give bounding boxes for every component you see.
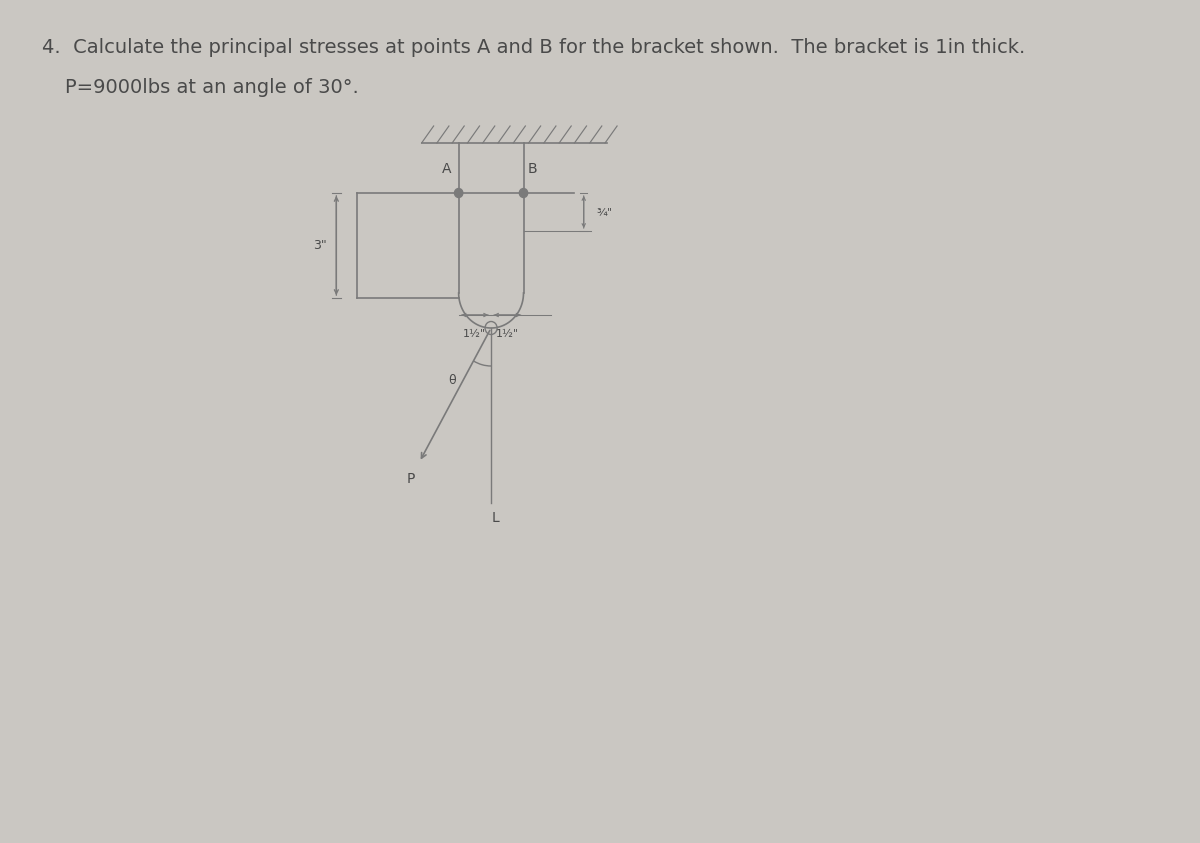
Text: 4.  Calculate the principal stresses at points A and B for the bracket shown.  T: 4. Calculate the principal stresses at p… [42, 38, 1025, 57]
Text: θ: θ [449, 373, 456, 386]
Text: 1½": 1½" [496, 329, 518, 339]
Text: L: L [492, 511, 499, 525]
Text: 1½": 1½" [463, 329, 486, 339]
Text: B: B [528, 162, 538, 176]
Circle shape [520, 189, 528, 197]
Text: A: A [442, 162, 451, 176]
Text: 3": 3" [313, 239, 326, 252]
Circle shape [455, 189, 463, 197]
Text: P: P [407, 472, 415, 486]
Text: ¾": ¾" [596, 207, 613, 217]
Text: P=9000lbs at an angle of 30°.: P=9000lbs at an angle of 30°. [65, 78, 359, 97]
